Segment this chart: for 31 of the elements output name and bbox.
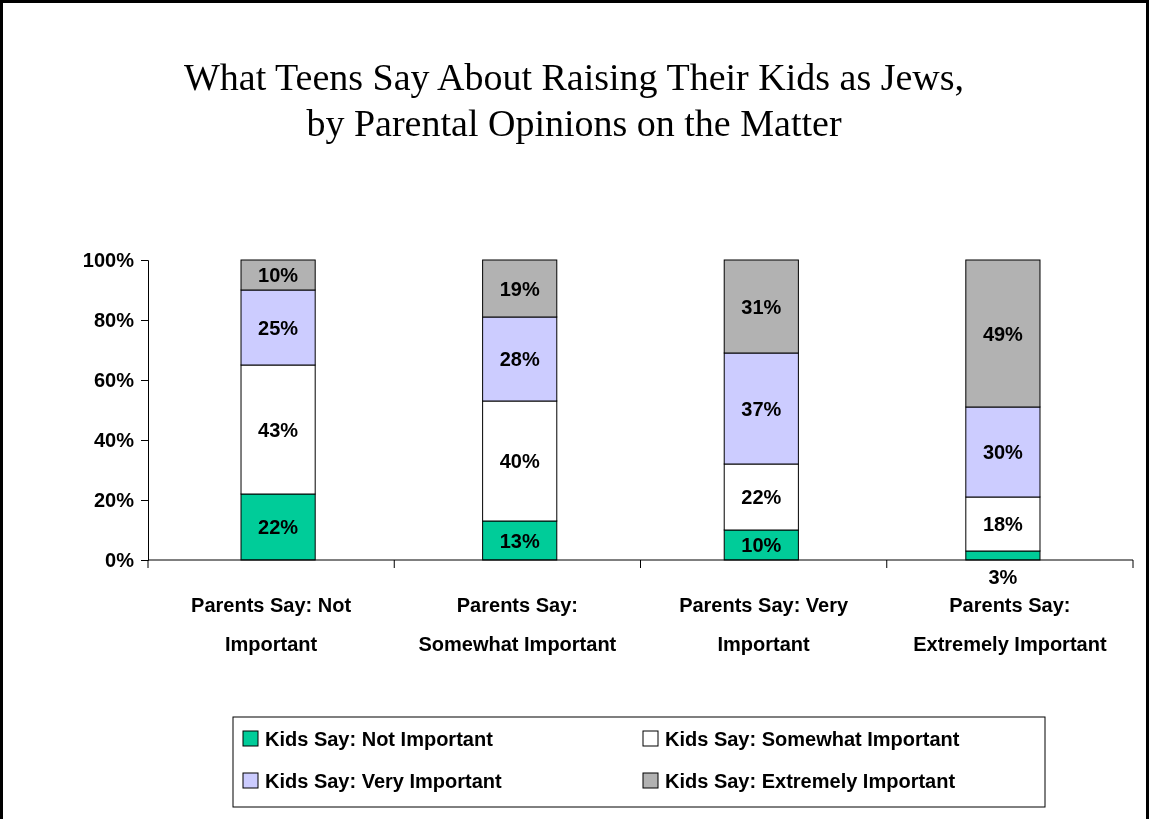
y-tick-label: 80% (93, 308, 135, 331)
y-tick-label: 40% (93, 428, 135, 451)
x-tick-label: Parents Say: Not Important (191, 594, 352, 655)
text: 22% (741, 486, 782, 508)
text: 37% (741, 397, 782, 420)
text: 43% (258, 418, 299, 441)
text: 10% (258, 264, 299, 286)
text: 22% (258, 516, 299, 538)
x-tick-label: Parents Say: Somewhat Important (418, 594, 617, 655)
x-tick-label: Parents Say: Extremely Important (913, 594, 1107, 655)
chart-title: What Teens Say About Raising Their Kids as Jews, by Parental Opinions on the Matter (183, 56, 965, 144)
text: 49% (982, 322, 1023, 345)
legend-label: Kids Say: Very Important (265, 770, 503, 792)
legend-label: Kids Say: Not Important (265, 728, 494, 750)
text: 25% (258, 316, 299, 339)
x-tick-label: Parents Say: Very Important (679, 594, 849, 655)
legend-label: Kids Say: Somewhat Important (665, 728, 960, 750)
text: 30% (982, 441, 1023, 463)
legend-label: Kids Say: Extremely Important (665, 770, 956, 792)
y-tick-label: 20% (93, 488, 135, 511)
text: 28% (499, 348, 540, 370)
text: 10% (741, 534, 782, 556)
text: 19% (499, 277, 540, 300)
y-tick-label: 100% (82, 248, 135, 271)
text: 31% (741, 295, 782, 318)
text: 13% (499, 529, 540, 552)
text: 40% (499, 450, 540, 472)
y-tick-label: 0% (105, 548, 135, 571)
text: 3% (988, 566, 1018, 588)
y-tick-label: 60% (93, 368, 135, 391)
text: 18% (982, 513, 1023, 535)
